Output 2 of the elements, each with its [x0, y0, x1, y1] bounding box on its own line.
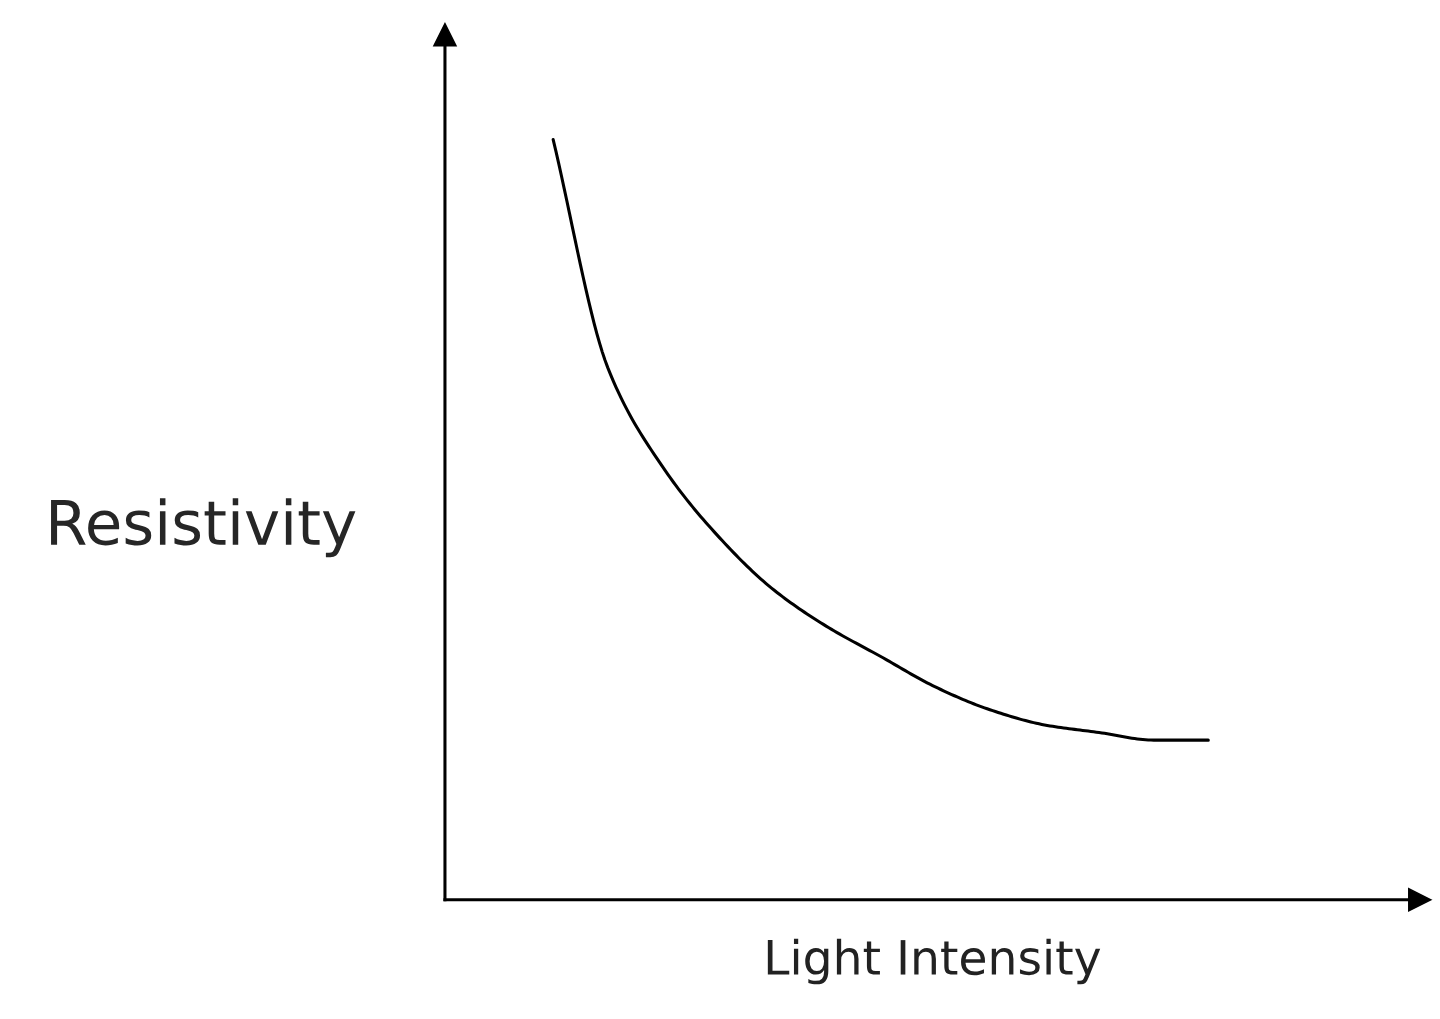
x-axis-title: Light Intensity [767, 938, 1101, 985]
y-axis-title: Resistivity [51, 498, 356, 558]
